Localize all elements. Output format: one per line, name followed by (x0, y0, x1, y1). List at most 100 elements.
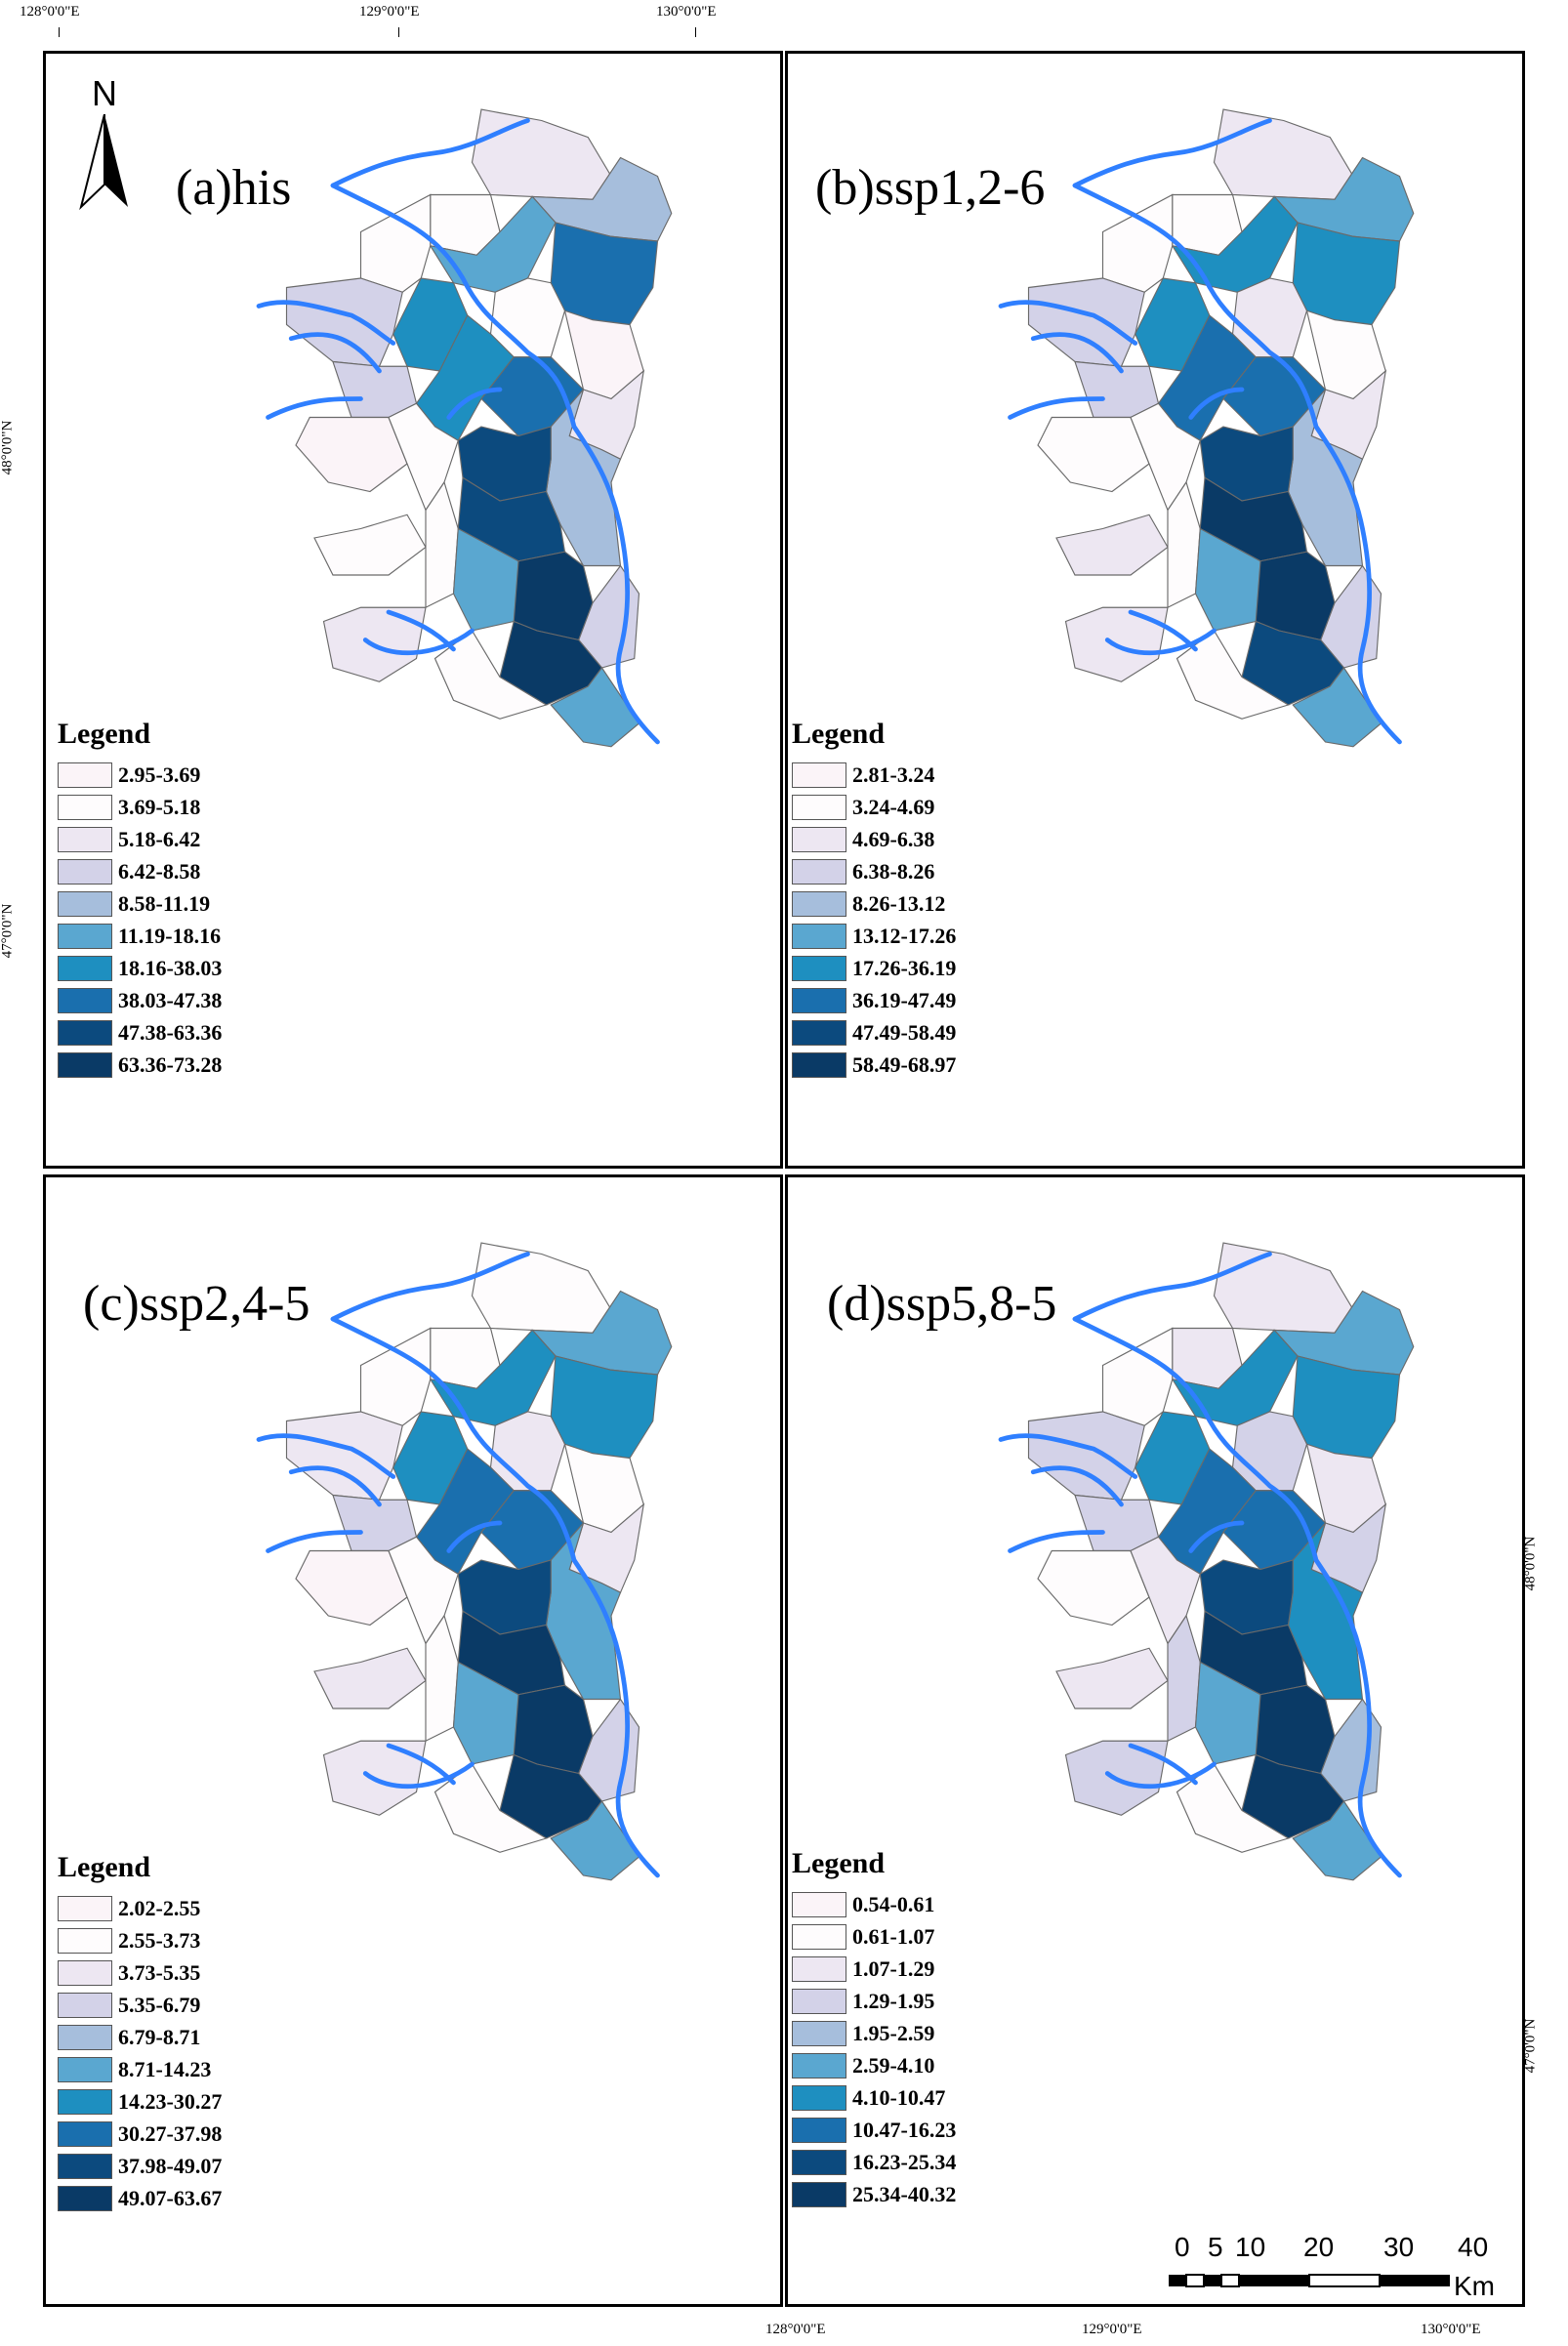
river-3 (256, 1433, 396, 1479)
legend-item: 13.12-17.26 (792, 920, 956, 952)
coord-bottom-128: 128°0'0"E (765, 2322, 826, 2337)
legend-label: 14.23-30.27 (118, 2088, 223, 2114)
legend-item: 47.38-63.36 (58, 1016, 222, 1049)
scale-label-10: 10 (1235, 2232, 1266, 2262)
legend-item: 30.27-37.98 (58, 2118, 222, 2150)
legend-item: 8.58-11.19 (58, 887, 222, 920)
river-1 (330, 183, 660, 745)
basin-map-b (998, 108, 1415, 748)
legend-swatch (792, 794, 846, 820)
legend-swatch (792, 890, 846, 917)
legend-item: 2.02-2.55 (58, 1892, 222, 1924)
north-arrow-icon (79, 113, 128, 211)
legend-swatch (58, 1959, 112, 1986)
subbasin-6 (359, 193, 432, 293)
legend-label: 17.26-36.19 (852, 955, 957, 980)
legend-label: 8.71-14.23 (118, 2056, 212, 2081)
legend-item: 11.19-18.16 (58, 920, 222, 952)
legend-item: 2.81-3.24 (792, 759, 956, 791)
coord-top-128: 128°0'0"E (20, 4, 80, 20)
legend-label: 3.24-4.69 (852, 794, 935, 819)
tick-top-1 (59, 27, 60, 37)
legend-title: Legend (792, 718, 886, 750)
legend-label: 6.79-8.71 (118, 2024, 201, 2049)
legend-swatch (58, 794, 112, 820)
subbasin-15 (1037, 416, 1150, 493)
legend-item: 1.95-2.59 (792, 2017, 956, 2049)
legend-label: 11.19-18.16 (118, 923, 222, 948)
legend-swatch (58, 987, 112, 1013)
legend-swatch (792, 1955, 846, 1982)
north-arrow: N (75, 73, 134, 217)
legend-label: 2.55-3.73 (118, 1927, 201, 1953)
river-3 (998, 300, 1138, 346)
legend-label: 2.59-4.10 (852, 2052, 935, 2078)
legend-swatch (58, 2024, 112, 2050)
legend-swatch (792, 987, 846, 1013)
river-3 (998, 1433, 1138, 1479)
legend-b: Legend 2.81-3.24 3.24-4.69 4.69-6.38 6.38-8… (792, 718, 956, 1081)
subbasin-20 (313, 514, 427, 576)
river-7 (1104, 1761, 1217, 1790)
river-5 (266, 1530, 363, 1553)
subbasin-6 (1101, 1327, 1174, 1426)
river-2 (330, 118, 530, 188)
river-1 (1072, 183, 1402, 745)
subbasin-20 (1055, 514, 1169, 576)
legend-label: 37.98-49.07 (118, 2153, 223, 2178)
legend-swatch (792, 858, 846, 885)
river-7 (362, 1761, 475, 1790)
legend-swatch (792, 761, 846, 788)
basin-map-d (998, 1242, 1415, 1881)
legend-item: 4.69-6.38 (792, 823, 956, 855)
subbasin-11 (332, 360, 418, 419)
scale-label-20: 20 (1303, 2232, 1335, 2262)
basin-group (998, 108, 1415, 748)
legend-item: 0.54-0.61 (792, 1888, 956, 1920)
legend-label: 8.58-11.19 (118, 890, 211, 916)
coord-bottom-130: 130°0'0"E (1421, 2322, 1481, 2337)
legend-swatch (58, 761, 112, 788)
river-8 (446, 387, 503, 420)
legend-swatch (58, 890, 112, 917)
legend-title: Legend (792, 1847, 886, 1879)
subbasin-11 (1074, 360, 1160, 419)
tick-top-2 (398, 27, 399, 37)
map-panel-a: N (a)his Legend 2.95-3.69 3.69-5.18 5.18-6… (43, 51, 783, 1169)
legend-swatch (792, 955, 846, 981)
panel-title-d: (d)ssp5,8-5 (827, 1276, 1057, 1332)
legend-label: 25.34-40.32 (852, 2181, 957, 2206)
legend-swatch (792, 2149, 846, 2175)
legend-item: 37.98-49.07 (58, 2150, 222, 2182)
legend-swatch (58, 2153, 112, 2179)
legend-item: 8.26-13.12 (792, 887, 956, 920)
subbasin-1 (471, 108, 612, 200)
legend-swatch (792, 1891, 846, 1917)
legend-item: 1.29-1.95 (792, 1985, 956, 2017)
legend-swatch (58, 858, 112, 885)
legend-item: 2.55-3.73 (58, 1924, 222, 1956)
subbasin-7 (285, 1411, 403, 1501)
legend-title: Legend (58, 1851, 151, 1883)
tick-top-3 (695, 27, 696, 37)
legend-swatch (792, 1019, 846, 1046)
legend-swatch (58, 1927, 112, 1954)
legend-item: 47.49-58.49 (792, 1016, 956, 1049)
basin-map-c (256, 1242, 673, 1881)
legend-swatch (58, 2056, 112, 2082)
legend-item: 58.49-68.97 (792, 1049, 956, 1081)
legend-swatch (58, 2120, 112, 2147)
legend-item: 18.16-38.03 (58, 952, 222, 984)
legend-item: 16.23-25.34 (792, 2146, 956, 2178)
legend-swatch (792, 2084, 846, 2111)
river-5 (266, 396, 363, 420)
legend-item: 5.35-6.79 (58, 1989, 222, 2021)
legend-swatch (58, 1895, 112, 1921)
legend-item: 10.47-16.23 (792, 2114, 956, 2146)
legend-title: Legend (58, 718, 151, 750)
panel-title-b: (b)ssp1,2-6 (815, 160, 1046, 216)
coord-top-130: 130°0'0"E (656, 4, 717, 20)
legend-a: Legend 2.95-3.69 3.69-5.18 5.18-6.42 6.42-8… (58, 718, 222, 1081)
legend-swatch (792, 923, 846, 949)
legend-item: 14.23-30.27 (58, 2085, 222, 2118)
